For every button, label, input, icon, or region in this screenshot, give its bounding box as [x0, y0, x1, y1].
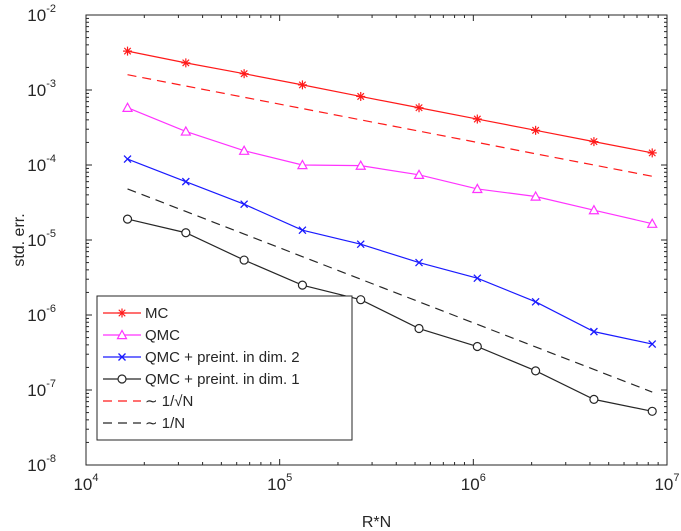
series-3	[122, 214, 657, 416]
data-point	[588, 204, 600, 215]
data-point	[589, 137, 599, 147]
series-layer	[122, 46, 658, 416]
x-tick-label: 107	[654, 472, 679, 494]
axes-box	[85, 14, 668, 466]
data-point	[471, 183, 483, 194]
data-point	[414, 103, 424, 113]
data-point	[122, 214, 133, 224]
data-point	[647, 406, 657, 416]
data-point	[472, 114, 482, 124]
series-line	[127, 50, 653, 154]
x-tick-label: 104	[73, 472, 98, 494]
series-line	[127, 188, 653, 393]
data-point	[181, 58, 191, 68]
data-point	[298, 226, 307, 235]
data-point	[589, 327, 598, 336]
data-point	[531, 366, 541, 376]
data-point	[240, 200, 249, 209]
data-point	[413, 169, 425, 180]
data-point	[181, 177, 190, 186]
data-point	[123, 46, 133, 56]
data-point	[297, 280, 308, 290]
data-point	[414, 323, 424, 334]
data-point	[355, 159, 367, 170]
data-point	[123, 155, 132, 164]
legend-label: ∼ 1/√N	[145, 393, 193, 410]
x-tick-label: 105	[267, 472, 292, 494]
y-tick-label: 10-3	[27, 78, 56, 100]
data-point	[356, 240, 365, 249]
x-axis-ticks: 104 105 106 107	[73, 15, 680, 494]
data-point	[296, 159, 308, 170]
legend-entry: ∼ 1/√N	[103, 393, 193, 410]
data-point	[473, 274, 482, 283]
legend-entry: QMC + preint. in dim. 2	[103, 349, 300, 366]
legend-entry: QMC + preint. in dim. 1	[103, 371, 300, 388]
data-point	[181, 228, 191, 238]
series-line	[127, 107, 653, 225]
y-axis-ticks: 10-8 10-7 10-6 10-5 10-4 10-3 10-2	[27, 3, 667, 475]
data-point	[531, 125, 541, 135]
data-point	[530, 190, 542, 201]
data-point	[239, 69, 249, 79]
x-tick-label: 106	[461, 472, 486, 494]
legend-label: ∼ 1/N	[145, 415, 185, 432]
y-tick-label: 10-5	[27, 228, 56, 250]
y-tick-label: 10-6	[27, 303, 56, 325]
data-point	[356, 295, 366, 305]
series-line	[127, 158, 653, 345]
data-point	[589, 394, 599, 404]
series-5	[127, 188, 653, 393]
series-2	[123, 155, 657, 349]
data-point	[415, 258, 423, 267]
data-point	[648, 340, 657, 349]
data-point	[646, 217, 658, 228]
legend-label: QMC + preint. in dim. 2	[145, 349, 300, 366]
legend-label: MC	[145, 305, 168, 322]
y-tick-label: 10-2	[27, 3, 56, 25]
legend: MC QMC QMC + preint. in dim. 2 QMC + preint…	[96, 295, 353, 441]
data-point	[180, 125, 192, 136]
y-tick-label: 10-7	[27, 378, 56, 400]
legend-box	[96, 295, 353, 441]
data-point	[239, 255, 249, 265]
data-point	[356, 91, 366, 101]
series-1	[122, 102, 658, 228]
legend-label: QMC + preint. in dim. 1	[145, 371, 300, 388]
data-point	[531, 297, 540, 306]
legend-label: QMC	[145, 327, 180, 344]
data-point	[122, 102, 134, 112]
y-tick-label: 10-8	[27, 453, 56, 475]
legend-entry: ∼ 1/N	[103, 415, 185, 432]
data-point	[647, 148, 657, 158]
y-axis-label: std. err.	[11, 213, 28, 266]
data-point	[472, 341, 482, 352]
series-line	[127, 218, 653, 412]
y-tick-label: 10-4	[27, 153, 56, 175]
legend-entry: MC	[103, 305, 168, 322]
x-axis-label: R*N	[362, 514, 391, 531]
series-0	[123, 46, 657, 158]
legend-entry: QMC	[103, 327, 180, 344]
data-point	[297, 80, 307, 90]
data-point	[238, 144, 250, 155]
